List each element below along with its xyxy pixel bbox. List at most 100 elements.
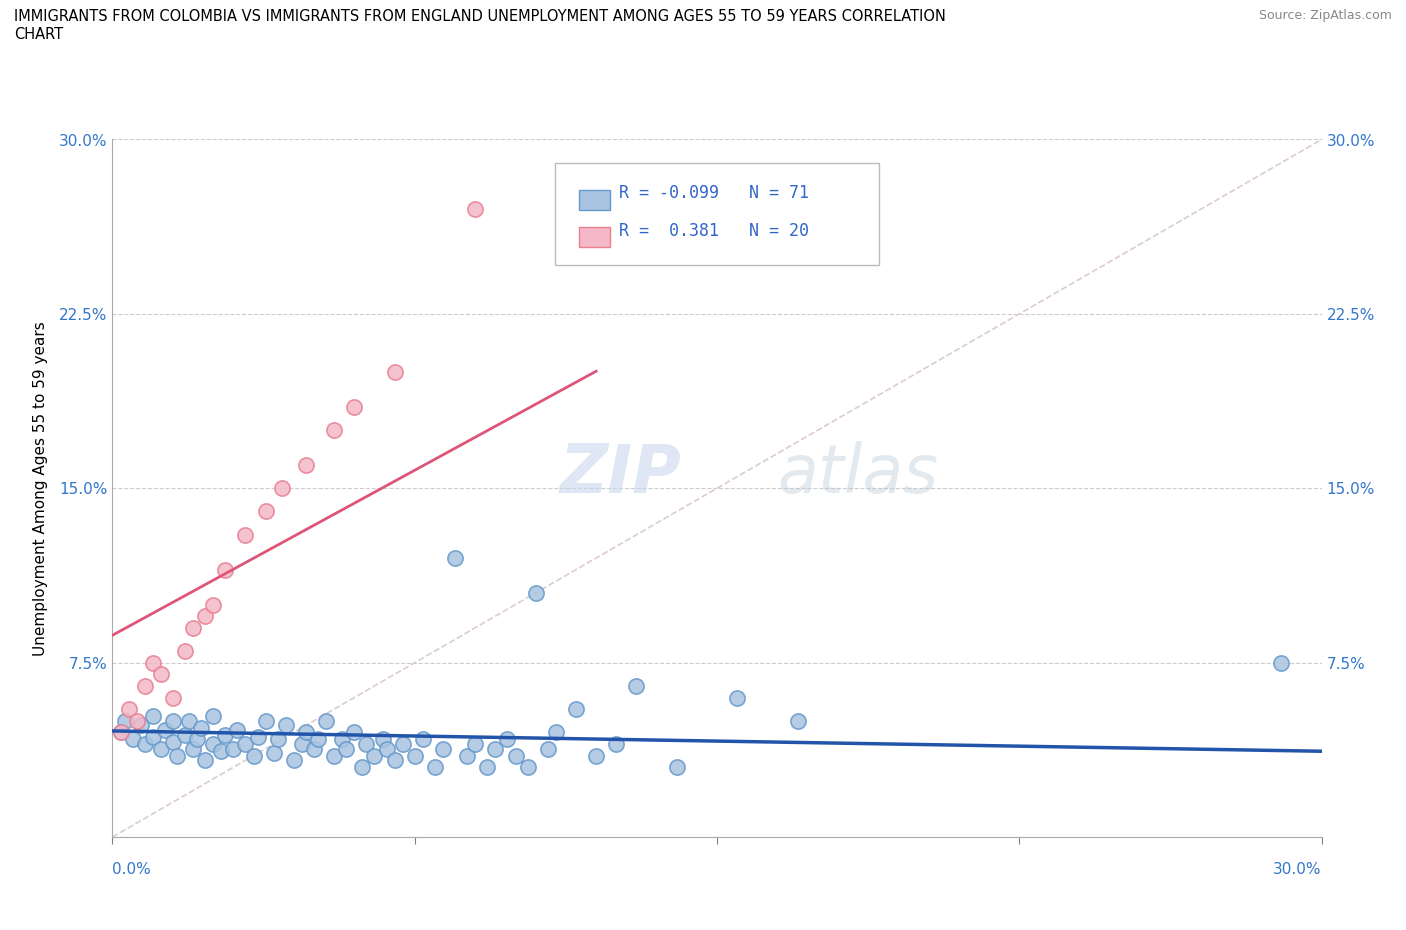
Point: [384, 365, 406, 379]
Point: [194, 753, 217, 768]
Point: [246, 729, 269, 744]
Point: [121, 732, 143, 747]
Point: [125, 713, 148, 728]
Point: [456, 748, 478, 763]
Point: [162, 735, 184, 750]
Point: [254, 713, 277, 728]
Point: [477, 760, 499, 775]
Point: [110, 725, 132, 740]
Point: [174, 727, 197, 742]
Legend: Immigrants from Colombia, Immigrants from England: Immigrants from Colombia, Immigrants fro…: [464, 926, 970, 930]
Point: [1270, 656, 1292, 671]
Point: [174, 644, 197, 658]
Point: [186, 732, 208, 747]
Point: [343, 400, 366, 415]
Point: [323, 422, 346, 438]
Text: atlas: atlas: [778, 442, 939, 507]
Point: [149, 741, 172, 756]
Point: [134, 737, 156, 751]
Point: [371, 732, 394, 747]
Y-axis label: Unemployment Among Ages 55 to 59 years: Unemployment Among Ages 55 to 59 years: [32, 321, 48, 656]
Point: [283, 753, 305, 768]
Text: IMMIGRANTS FROM COLOMBIA VS IMMIGRANTS FROM ENGLAND UNEMPLOYMENT AMONG AGES 55 T: IMMIGRANTS FROM COLOMBIA VS IMMIGRANTS F…: [14, 9, 946, 42]
Point: [291, 737, 314, 751]
Point: [110, 725, 132, 740]
Point: [190, 720, 212, 735]
Point: [129, 718, 152, 733]
Point: [315, 713, 337, 728]
Point: [267, 732, 290, 747]
Point: [484, 741, 506, 756]
Point: [432, 741, 454, 756]
Point: [177, 713, 200, 728]
Point: [117, 701, 139, 716]
Point: [181, 741, 204, 756]
Point: [524, 586, 547, 601]
Point: [323, 748, 346, 763]
Point: [226, 723, 249, 737]
Point: [142, 729, 165, 744]
Point: [202, 737, 225, 751]
Point: [202, 597, 225, 612]
Point: [114, 713, 136, 728]
Point: [242, 748, 264, 763]
Point: [270, 481, 292, 496]
Point: [166, 748, 188, 763]
Text: R = -0.099   N = 71: R = -0.099 N = 71: [619, 184, 808, 203]
Point: [295, 458, 318, 472]
Point: [585, 748, 607, 763]
Point: [235, 737, 257, 751]
Point: [404, 748, 426, 763]
Point: [307, 732, 329, 747]
Point: [142, 656, 165, 671]
Point: [384, 753, 406, 768]
Point: [153, 723, 176, 737]
Point: [214, 727, 236, 742]
Point: [263, 746, 285, 761]
Point: [537, 741, 560, 756]
Point: [605, 737, 627, 751]
Point: [375, 741, 398, 756]
Point: [626, 679, 648, 694]
Point: [202, 709, 225, 724]
Point: [162, 713, 184, 728]
Point: [302, 741, 325, 756]
Point: [222, 741, 245, 756]
Point: [356, 737, 378, 751]
Point: [505, 748, 527, 763]
Point: [565, 701, 588, 716]
Point: [214, 562, 236, 577]
Point: [665, 760, 688, 775]
Point: [149, 667, 172, 682]
Point: [335, 741, 357, 756]
Point: [142, 709, 165, 724]
Point: [464, 202, 486, 217]
Point: [295, 725, 318, 740]
Point: [330, 732, 353, 747]
Point: [209, 744, 232, 759]
Point: [352, 760, 374, 775]
Point: [363, 748, 385, 763]
Point: [254, 504, 277, 519]
Text: Source: ZipAtlas.com: Source: ZipAtlas.com: [1258, 9, 1392, 22]
Text: ZIP: ZIP: [560, 442, 682, 507]
Point: [235, 527, 257, 542]
Point: [274, 718, 297, 733]
Text: 0.0%: 0.0%: [112, 862, 152, 877]
Point: [412, 732, 434, 747]
Point: [343, 725, 366, 740]
Point: [162, 690, 184, 705]
Point: [134, 679, 156, 694]
Point: [786, 713, 808, 728]
Text: 30.0%: 30.0%: [1274, 862, 1322, 877]
Point: [423, 760, 446, 775]
Point: [391, 737, 413, 751]
Point: [181, 620, 204, 635]
Point: [725, 690, 748, 705]
Point: [516, 760, 538, 775]
Point: [194, 609, 217, 624]
Point: [496, 732, 519, 747]
Point: [544, 725, 567, 740]
Point: [464, 737, 486, 751]
Point: [444, 551, 467, 565]
